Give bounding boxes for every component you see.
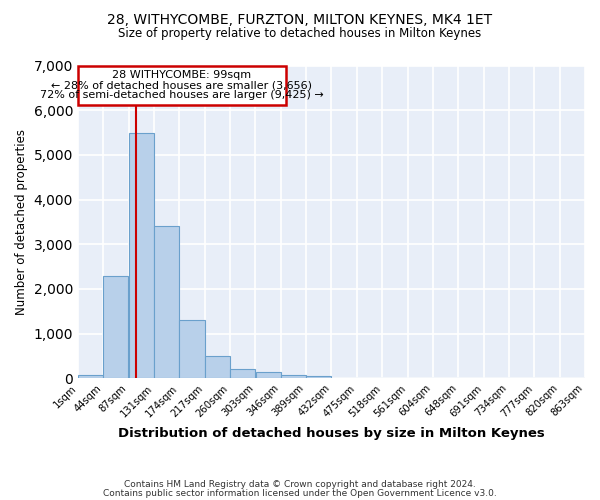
Bar <box>256 372 281 378</box>
Text: 28 WITHYCOMBE: 99sqm: 28 WITHYCOMBE: 99sqm <box>112 70 251 81</box>
Bar <box>230 370 255 378</box>
Bar <box>179 320 205 378</box>
Bar <box>154 226 179 378</box>
Text: Contains public sector information licensed under the Open Government Licence v3: Contains public sector information licen… <box>103 489 497 498</box>
Bar <box>306 376 331 378</box>
Bar <box>205 356 230 378</box>
Text: Size of property relative to detached houses in Milton Keynes: Size of property relative to detached ho… <box>118 28 482 40</box>
FancyBboxPatch shape <box>78 66 286 105</box>
Bar <box>129 134 154 378</box>
X-axis label: Distribution of detached houses by size in Milton Keynes: Distribution of detached houses by size … <box>118 427 545 440</box>
Bar <box>281 374 306 378</box>
Text: 28, WITHYCOMBE, FURZTON, MILTON KEYNES, MK4 1ET: 28, WITHYCOMBE, FURZTON, MILTON KEYNES, … <box>107 12 493 26</box>
Text: Contains HM Land Registry data © Crown copyright and database right 2024.: Contains HM Land Registry data © Crown c… <box>124 480 476 489</box>
Text: ← 28% of detached houses are smaller (3,656): ← 28% of detached houses are smaller (3,… <box>52 80 313 90</box>
Y-axis label: Number of detached properties: Number of detached properties <box>15 129 28 315</box>
Text: 72% of semi-detached houses are larger (9,425) →: 72% of semi-detached houses are larger (… <box>40 90 324 100</box>
Bar <box>78 375 103 378</box>
Bar <box>103 276 128 378</box>
